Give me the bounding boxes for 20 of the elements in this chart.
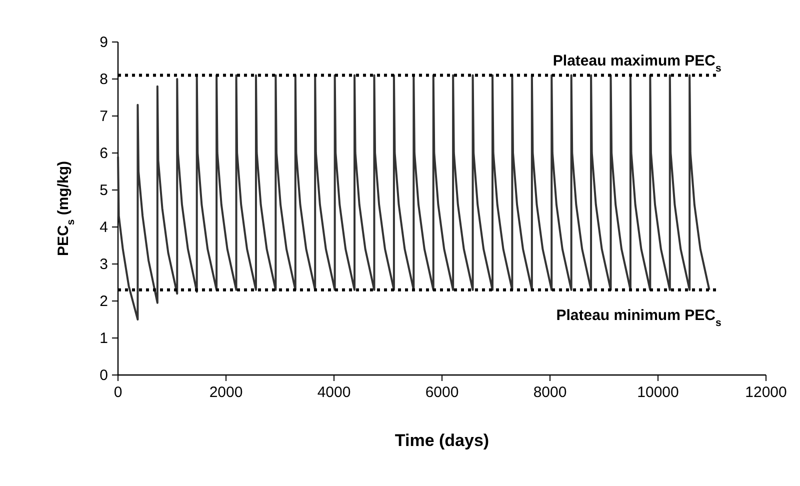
x-tick-label: 0: [114, 384, 122, 401]
x-axis-title: Time (days): [394, 431, 490, 450]
y-tick-label: 2: [100, 293, 108, 310]
y-tick-label: 5: [100, 182, 108, 199]
y-tick-label: 7: [100, 108, 108, 125]
x-tick-label: 8000: [533, 384, 567, 401]
y-tick-label: 0: [100, 367, 108, 384]
ref-line-label: Plateau minimum PEC$_{s}$: [556, 306, 722, 329]
y-tick-label: 6: [100, 145, 108, 162]
x-tick-label: 2000: [209, 384, 243, 401]
y-tick-label: 9: [100, 34, 108, 51]
y-tick-label: 4: [100, 219, 108, 236]
y-tick-label: 1: [100, 330, 108, 347]
x-tick-label: 6000: [425, 384, 459, 401]
x-tick-label: 12000: [745, 384, 787, 401]
ref-line-label: Plateau maximum PEC$_{s}$: [552, 52, 722, 74]
y-tick-label: 8: [100, 71, 108, 88]
x-tick-label: 4000: [317, 384, 351, 401]
x-tick-label: 10000: [637, 384, 679, 401]
y-tick-label: 3: [100, 256, 108, 273]
